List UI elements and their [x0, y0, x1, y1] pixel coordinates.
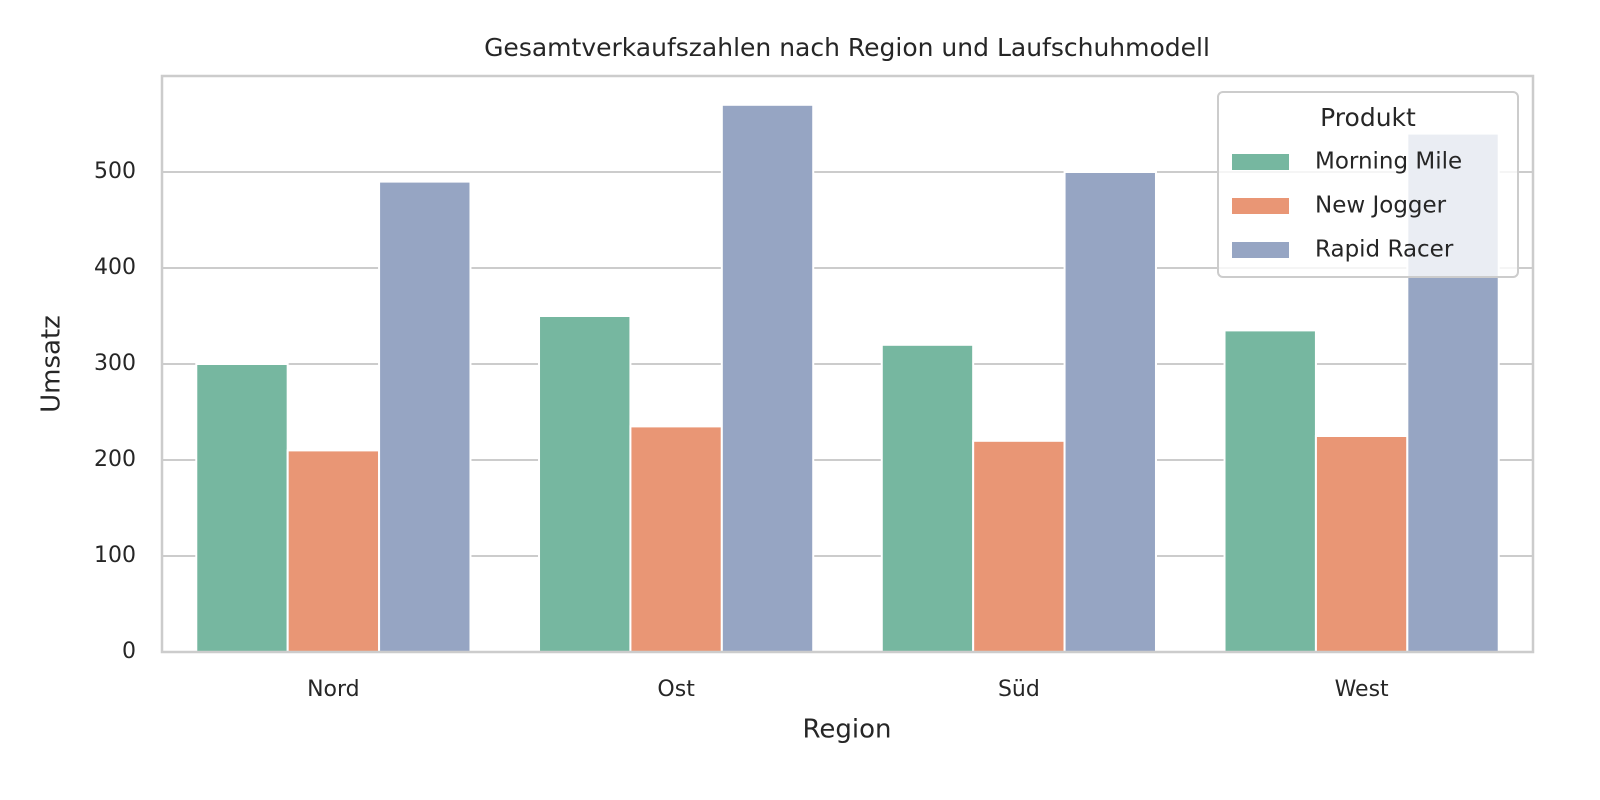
legend-label: New Jogger	[1315, 193, 1447, 219]
bar	[720, 103, 815, 654]
bar	[1314, 435, 1409, 653]
bar	[880, 343, 975, 653]
bar	[629, 425, 723, 653]
legend: Produkt Morning Mile New Jogger Rapid Racer	[1217, 91, 1519, 278]
legend-box	[1217, 91, 1519, 278]
legend-swatch	[1232, 154, 1289, 170]
x-tick-label: West	[1335, 677, 1389, 702]
legend-label: Morning Mile	[1315, 149, 1462, 175]
bar	[195, 363, 289, 653]
bar	[286, 449, 381, 653]
plot-frame	[160, 74, 1535, 654]
legend-swatch	[1232, 198, 1289, 214]
bar	[972, 439, 1066, 653]
y-tick-label: 300	[94, 351, 136, 376]
legend-label: Rapid Racer	[1315, 237, 1454, 263]
x-tick-label: Nord	[307, 677, 360, 702]
legend-swatch	[1232, 242, 1289, 258]
x-axis-label: Region	[802, 715, 891, 745]
y-tick-label: 200	[94, 447, 136, 472]
bar	[538, 315, 632, 653]
y-tick-label: 500	[94, 159, 136, 184]
y-axis-label: Umsatz	[37, 315, 67, 413]
bar	[1223, 329, 1317, 653]
bar	[378, 180, 472, 653]
y-tick-label: 400	[94, 255, 136, 280]
chart-title: Gesamtverkaufszahlen nach Region und Lau…	[484, 33, 1210, 62]
bar	[1063, 171, 1157, 653]
y-tick-label: 100	[94, 543, 136, 568]
y-tick-label: 0	[122, 639, 136, 664]
x-tick-label: Ost	[657, 677, 695, 702]
legend-title: Produkt	[1320, 103, 1416, 132]
x-tick-label: Süd	[998, 677, 1040, 702]
